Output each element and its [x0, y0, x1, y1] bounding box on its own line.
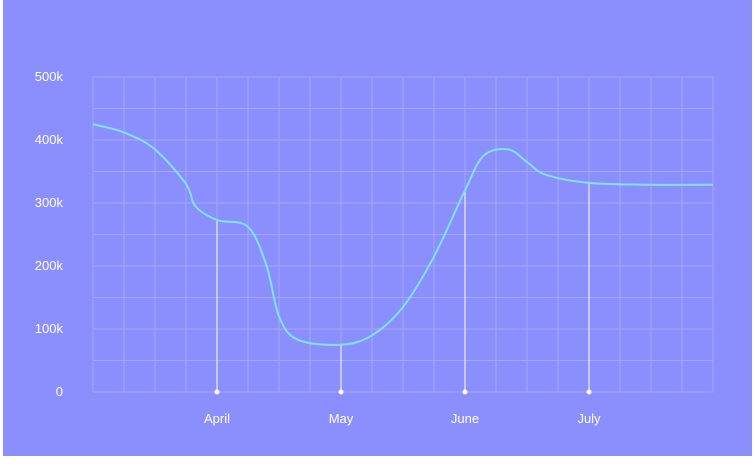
y-axis: 0 100k 200k 300k 400k 500k — [35, 69, 64, 399]
y-tick-label: 500k — [35, 69, 64, 84]
y-tick-label: 0 — [56, 384, 63, 399]
x-tick-dot — [214, 389, 220, 395]
grid-lines — [92, 76, 714, 393]
x-tick-label: April — [204, 411, 230, 426]
chart-panel — [3, 0, 752, 456]
series-group — [92, 123, 714, 346]
y-tick-label: 100k — [35, 321, 64, 336]
series-line — [92, 123, 714, 346]
x-tick-label: June — [451, 411, 479, 426]
x-tick-label: July — [577, 411, 601, 426]
y-tick-label: 300k — [35, 195, 64, 210]
y-tick-label: 400k — [35, 132, 64, 147]
y-tick-label: 200k — [35, 258, 64, 273]
x-tick-dot — [586, 389, 592, 395]
x-tick-label: May — [329, 411, 354, 426]
x-tick-dot — [462, 389, 468, 395]
x-axis: April May June July — [204, 182, 601, 426]
x-tick-dot — [338, 389, 344, 395]
